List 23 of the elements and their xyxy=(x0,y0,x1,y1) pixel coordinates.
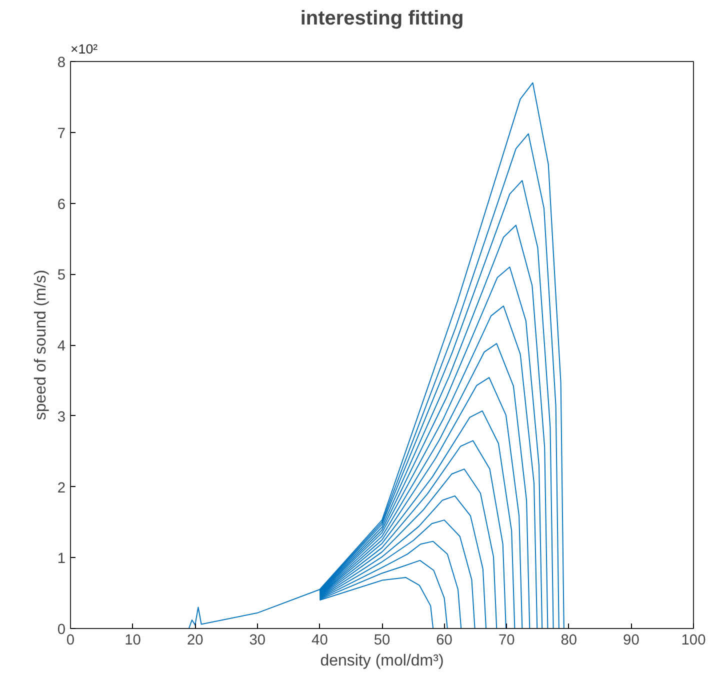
x-axis-title: density (mol/dm³) xyxy=(320,652,444,670)
x-tick-label: 90 xyxy=(623,632,640,648)
x-tick-label: 100 xyxy=(681,632,706,648)
x-tick-label: 80 xyxy=(560,632,578,648)
y-tick-label: 5 xyxy=(57,268,66,284)
y-tick-label: 3 xyxy=(57,409,66,426)
y-tick-label: 2 xyxy=(57,480,66,496)
y-tick-label: 1 xyxy=(57,551,66,568)
y-axis-title: speed of sound (m/s) xyxy=(32,270,50,420)
x-tick-label: 70 xyxy=(498,632,515,648)
y-tick-label: 4 xyxy=(57,338,66,354)
text: ×10² xyxy=(70,42,98,56)
x-tick-label: 10 xyxy=(124,632,141,648)
chart-title: interesting fitting xyxy=(300,8,464,30)
y-tick-label: 6 xyxy=(57,196,66,213)
y-tick-label: 8 xyxy=(57,55,66,71)
x-tick-label: 30 xyxy=(249,632,266,648)
x-tick-label: 20 xyxy=(186,632,204,648)
x-tick-label: 40 xyxy=(312,632,328,648)
x-tick-label: 60 xyxy=(436,632,452,648)
y-tick-label: 0 xyxy=(57,622,66,638)
y-tick-label: 7 xyxy=(57,126,66,142)
x-tick-label: 50 xyxy=(374,632,390,648)
